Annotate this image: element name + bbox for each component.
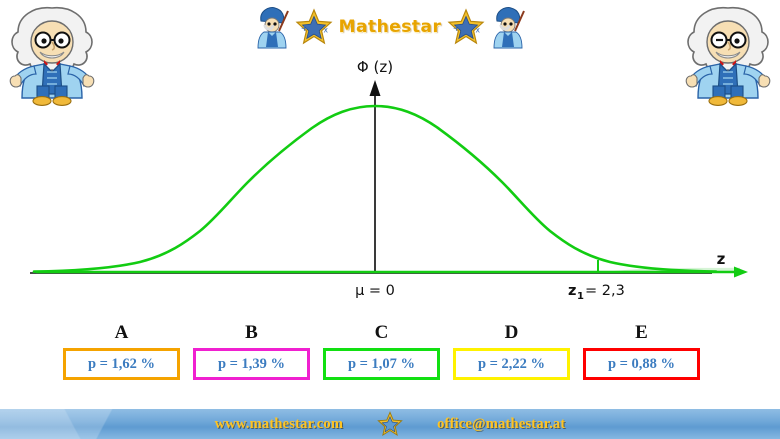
answer-text-a: p = 1,62 %	[87, 355, 156, 372]
brand-wordmark: Mathestar	[338, 17, 442, 37]
brand-header: + x Mathestar + x	[240, 4, 540, 50]
threshold-label-subscript: 1	[577, 291, 584, 302]
answer-letter-e: E	[635, 322, 648, 343]
footer-email-link[interactable]: office@mathestar.at	[437, 415, 566, 432]
gold-star-icon-footer	[377, 411, 403, 437]
normal-distribution-chart: Φ (z) z μ = 0 z 1 = 2,3	[0, 50, 780, 312]
gaussian-curve	[32, 104, 718, 273]
svg-text:x: x	[476, 26, 481, 35]
answer-option-b[interactable]: p = 1,39 %	[193, 348, 310, 380]
answer-letter-b: B	[245, 322, 258, 343]
answer-option-c[interactable]: p = 1,07 %	[323, 348, 440, 380]
answer-letter-d: D	[504, 322, 519, 343]
answer-text-c: p = 1,07 %	[347, 355, 416, 372]
footer-website-link[interactable]: www.mathestar.com	[214, 415, 344, 432]
threshold-label-base: z	[568, 283, 576, 299]
gold-star-icon-left: + x	[295, 8, 333, 45]
wizard-mascot-left-icon	[4, 2, 100, 106]
wizard-icon-right-small	[493, 7, 526, 49]
x-axis-arrowhead	[734, 266, 748, 278]
answer-text-b: p = 1,39 %	[217, 355, 286, 372]
answer-letter-c: C	[374, 322, 389, 343]
threshold-label-value: = 2,3	[585, 283, 625, 299]
x-axis-label: z	[717, 250, 726, 268]
answer-text-e: p = 0,88 %	[607, 355, 676, 372]
footer-bar: www.mathestar.com office@mathestar.at	[0, 409, 780, 439]
wizard-icon-left-small	[257, 7, 289, 49]
y-axis-label: Φ (z)	[357, 58, 393, 76]
answer-options: A p = 1,62 % B p = 1,39 % C p = 1,07 % D…	[0, 322, 780, 394]
answer-option-a[interactable]: p = 1,62 %	[63, 348, 180, 380]
svg-text:+: +	[453, 24, 460, 34]
threshold-label-z1: z 1 = 2,3	[568, 283, 625, 302]
answer-option-e[interactable]: p = 0,88 %	[583, 348, 700, 380]
svg-text:x: x	[323, 26, 328, 35]
mean-label: μ = 0	[355, 283, 395, 299]
y-axis-arrowhead	[369, 80, 381, 96]
answer-letter-a: A	[114, 322, 129, 343]
gold-star-icon-right: + x	[447, 8, 485, 45]
wizard-mascot-right-icon	[680, 2, 776, 106]
answer-option-d[interactable]: p = 2,22 %	[453, 348, 570, 380]
answer-text-d: p = 2,22 %	[477, 355, 546, 372]
svg-text:+: +	[300, 24, 307, 34]
